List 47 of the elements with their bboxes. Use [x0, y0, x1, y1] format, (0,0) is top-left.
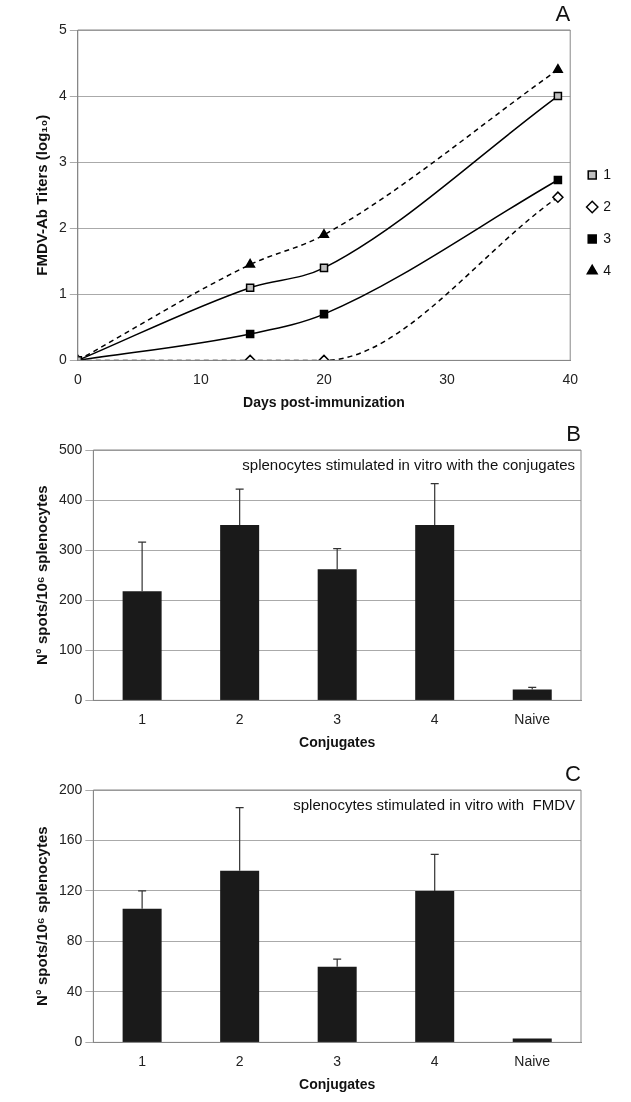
- annotation: splenocytes stimulated in vitro with FMDV: [293, 795, 575, 813]
- x-tick-label: 3: [333, 1052, 342, 1069]
- legend-label: 2: [603, 197, 612, 214]
- y-tick-label: 160: [59, 831, 83, 848]
- y-axis-title: N° spots/10⁶ splenocytes: [33, 826, 51, 1007]
- legend-label: 3: [603, 229, 612, 246]
- annotation: splenocytes stimulated in vitro with the conjugates: [242, 455, 575, 473]
- y-tick-label: 200: [59, 591, 83, 608]
- y-tick-label: 3: [58, 153, 67, 170]
- x-tick-label: Naive: [514, 710, 551, 727]
- y-tick-label: 2: [58, 219, 67, 236]
- x-tick-label: 4: [430, 1052, 439, 1069]
- x-axis-title: Conjugates: [299, 1076, 376, 1093]
- chart-title: C: [565, 761, 582, 787]
- x-axis-title: Days post-immunization: [243, 394, 405, 411]
- y-tick-label: 120: [59, 881, 83, 898]
- x-tick-label: 20: [316, 370, 332, 387]
- y-tick-label: 1: [58, 285, 67, 302]
- x-tick-label: 2: [235, 1052, 244, 1069]
- y-tick-label: 5: [58, 20, 67, 37]
- y-axis-title: N° spots/10⁶ splenocytes: [33, 485, 51, 666]
- x-tick-label: Naive: [514, 1052, 551, 1069]
- y-tick-label: 400: [59, 490, 83, 507]
- x-tick-label: 2: [235, 710, 244, 727]
- chart-title: A: [555, 1, 571, 27]
- y-tick-label: 80: [66, 932, 83, 949]
- x-tick-label: 1: [138, 710, 147, 727]
- y-tick-label: 0: [74, 1033, 83, 1050]
- x-tick-label: 30: [439, 370, 456, 387]
- y-tick-label: 0: [74, 691, 83, 708]
- y-tick-label: 100: [59, 641, 83, 658]
- y-tick-label: 200: [59, 780, 83, 797]
- chart-title: B: [566, 421, 581, 447]
- y-tick-label: 4: [58, 86, 67, 103]
- x-tick-label: 10: [193, 370, 209, 387]
- y-tick-label: 300: [59, 541, 83, 558]
- x-tick-label: 40: [562, 370, 579, 387]
- legend-label: 4: [603, 261, 612, 278]
- x-axis-title: Conjugates: [299, 734, 376, 751]
- legend-label: 1: [603, 165, 612, 182]
- x-tick-label: 3: [333, 710, 342, 727]
- y-axis-title: FMDV-Ab Titers (log₁₀): [33, 114, 51, 276]
- x-tick-label: 4: [430, 710, 439, 727]
- y-tick-label: 40: [66, 982, 83, 999]
- x-tick-label: 1: [138, 1052, 147, 1069]
- y-tick-label: 500: [59, 440, 83, 457]
- y-tick-label: 0: [58, 351, 67, 368]
